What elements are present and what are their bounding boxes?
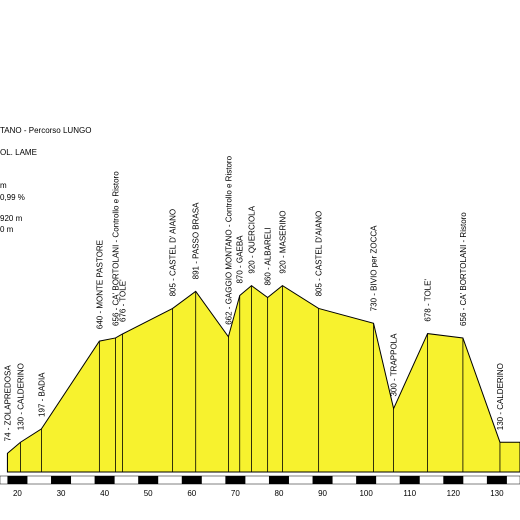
station-label: 640 - MONTE PASTORE <box>95 240 104 329</box>
axis-band-block <box>94 476 115 484</box>
station-label: 130 - CALDERINO <box>16 363 25 430</box>
x-tick-label: 110 <box>403 489 416 498</box>
x-tick-label: 80 <box>275 489 284 498</box>
station-label: 920 - MASERINO <box>278 210 287 273</box>
x-tick-label: 40 <box>100 489 109 498</box>
info-line: OL. LAME <box>0 148 37 157</box>
axis-band-block <box>443 476 464 484</box>
x-tick-label: 60 <box>187 489 196 498</box>
info-line: 0 m <box>0 225 14 234</box>
info-line: 920 m <box>0 214 23 223</box>
axis-band-block <box>181 476 202 484</box>
station-label: 197 - BADIA <box>37 372 46 417</box>
axis-band-block <box>356 476 377 484</box>
profile-area <box>6 284 520 473</box>
station-label: 676 - TOLE' <box>118 279 127 322</box>
x-tick-label: 70 <box>231 489 240 498</box>
chart-title: TANO - Percorso LUNGO <box>0 126 91 135</box>
station-label: 74 - ZOLAPREDOSA <box>3 365 12 442</box>
station-label: 860 - ALBARELI <box>264 227 273 285</box>
info-line: m <box>0 181 7 190</box>
axis-band-block <box>138 476 159 484</box>
axis-band-block <box>399 476 420 484</box>
station-label: 805 - CASTEL D'AIANO <box>315 211 324 297</box>
x-tick-label: 120 <box>447 489 461 498</box>
x-tick-label: 20 <box>13 489 22 498</box>
axis-band-block <box>312 476 333 484</box>
axis-band-block <box>486 476 507 484</box>
station-label: 870 - GAEBA <box>236 235 245 284</box>
axis-band-block <box>225 476 246 484</box>
axis-band <box>0 475 520 485</box>
axis-band-block <box>7 476 28 484</box>
station-label: 678 - TOLE' <box>424 279 433 322</box>
station-label: 891 - PASSO BRASA <box>192 202 201 279</box>
x-tick-label: 30 <box>57 489 66 498</box>
station-label: 130 - CALDERINO <box>496 363 505 430</box>
station-label: 920 - QUERCIOLA <box>248 205 257 273</box>
station-label: 805 - CASTEL D' AIANO <box>169 209 178 296</box>
info-line: 0,99 % <box>0 193 25 202</box>
x-tick-label: 100 <box>359 489 373 498</box>
station-label: 730 - BIVIO per ZOCCA <box>370 225 379 311</box>
station-label: 662 - GAGGIO MONTANO - Controllo e Risto… <box>224 155 233 324</box>
axis-band-block <box>268 476 289 484</box>
x-tick-label: 130 <box>490 489 504 498</box>
station-label: 656 - CA' BORTOLANI - Controllo e Ristor… <box>112 171 121 326</box>
axis-band-block <box>51 476 72 484</box>
station-label: 300 - TRAPPOLA <box>390 333 399 397</box>
station-label: 656 - CA' BORTOLANI - Ristoro <box>459 212 468 326</box>
x-tick-label: 50 <box>144 489 153 498</box>
x-tick-label: 90 <box>318 489 327 498</box>
